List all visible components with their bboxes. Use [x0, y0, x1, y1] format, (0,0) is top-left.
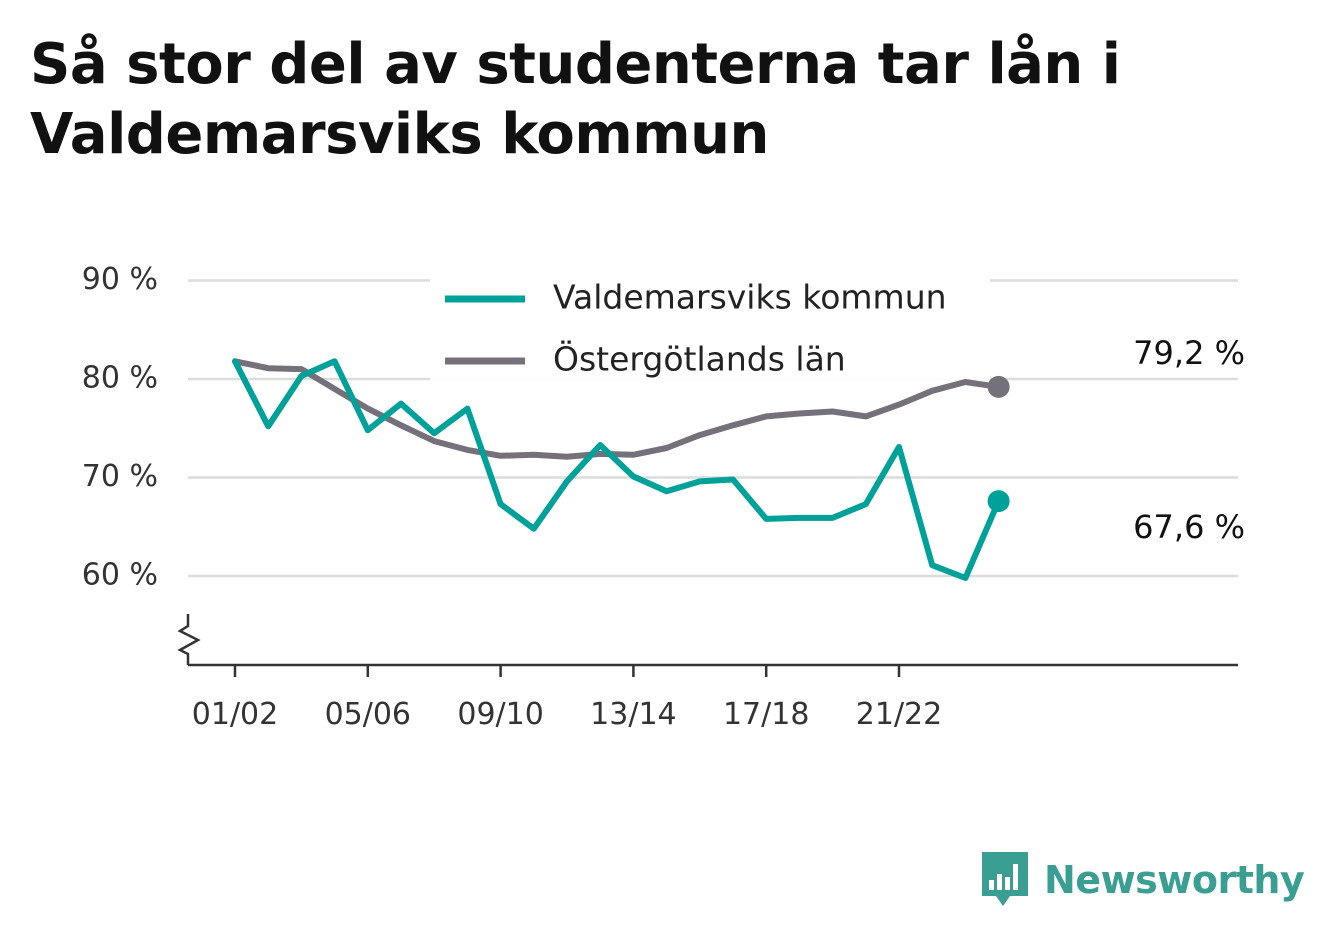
end-point: [987, 375, 1010, 398]
chart-title: Så stor del av studenterna tar lån i Val…: [30, 32, 1121, 167]
series-line: [232, 358, 1002, 460]
legend-label: Östergötlands län: [553, 339, 846, 379]
end-value-label: 67,6 %: [1133, 508, 1245, 546]
x-tick-label: 05/06: [325, 697, 411, 732]
x-tick-label: 01/02: [192, 697, 278, 732]
y-tick-label: 70 %: [82, 459, 158, 494]
x-tick-label: 09/10: [457, 697, 543, 732]
end-point: [987, 490, 1010, 513]
y-tick-label: 90 %: [82, 262, 158, 297]
bar-chart-speech-bubble-icon: [982, 852, 1028, 906]
legend: Valdemarsviks kommun Östergötlands län: [430, 268, 990, 386]
series-line: [232, 358, 1002, 581]
series-lines: [232, 358, 1010, 581]
end-value-label: 79,2 %: [1133, 334, 1245, 372]
x-tick-label: 17/18: [723, 697, 809, 732]
axes: 60 % 70 % 80 % 90 % 01/02 05/06 09/10 13/14 17/1…: [82, 262, 1238, 732]
legend-background: [430, 268, 990, 386]
newsworthy-logo: Newsworthy: [980, 850, 1305, 910]
y-tick-label: 60 %: [82, 558, 158, 593]
y-tick-label: 80 %: [82, 361, 158, 396]
x-tick-label: 21/22: [856, 697, 942, 732]
brand-name: Newsworthy: [1044, 858, 1305, 902]
end-labels: 67,6 % 79,2 %: [1130, 331, 1248, 549]
legend-label: Valdemarsviks kommun: [553, 278, 947, 317]
x-tick-label: 13/14: [590, 697, 676, 732]
axis-break-icon: [177, 614, 201, 665]
